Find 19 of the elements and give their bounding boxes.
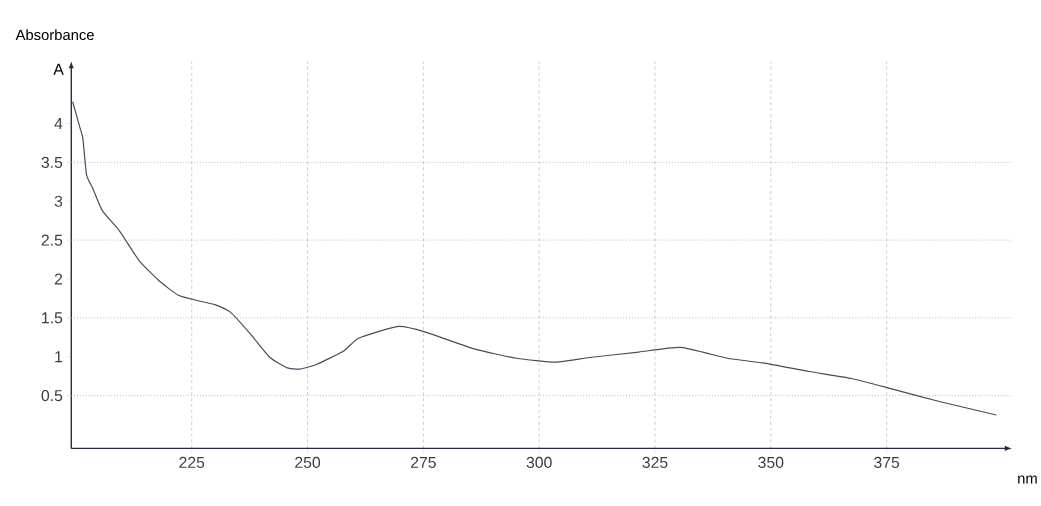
x-axis-title: nm <box>1018 475 1037 484</box>
y-tick-label: 0.5 <box>41 390 63 402</box>
y-tick-label: 3 <box>54 195 63 207</box>
y-tick-label: 2.5 <box>41 234 63 246</box>
x-tick-label: 300 <box>526 456 552 469</box>
y-tick-label: 1 <box>55 351 63 363</box>
y-tick-label: 4 <box>54 118 63 130</box>
text: A <box>53 63 64 75</box>
y-axis-title: Absorbance <box>15 29 94 41</box>
x-tick-label: 350 <box>758 456 784 469</box>
x-tick-label: 250 <box>295 456 321 469</box>
y-tick-label: 3.5 <box>41 156 63 169</box>
x-tick-label: 325 <box>642 456 668 469</box>
y-tick-label: 1.5 <box>42 312 63 324</box>
x-tick-label: 225 <box>179 456 205 469</box>
x-tick-label: 275 <box>410 456 436 469</box>
y-tick-label: 2 <box>54 273 63 285</box>
line-series <box>72 101 998 416</box>
x-tick-label: 375 <box>874 456 900 469</box>
